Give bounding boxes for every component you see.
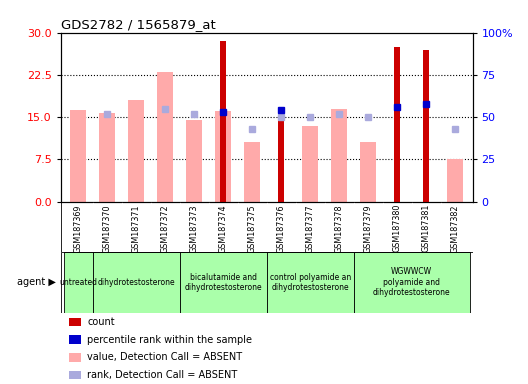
Bar (63, 252, 92, 313)
Text: GSM187369: GSM187369 (73, 204, 82, 253)
Text: percentile rank within the sample: percentile rank within the sample (88, 334, 252, 344)
Text: GSM187375: GSM187375 (248, 204, 257, 253)
Text: GSM187377: GSM187377 (306, 204, 315, 253)
Bar (69, 318, 81, 326)
Text: GSM187374: GSM187374 (219, 204, 228, 253)
Bar (267, 252, 354, 313)
Bar (70, 110, 86, 202)
Bar (394, 47, 400, 202)
Bar (302, 126, 318, 202)
Bar (244, 142, 260, 202)
Bar (69, 353, 81, 362)
Bar (354, 252, 470, 313)
Bar (180, 252, 267, 313)
Text: untreated: untreated (59, 278, 97, 287)
Text: bicalutamide and
dihydrotestosterone: bicalutamide and dihydrotestosterone (184, 273, 262, 292)
Text: WGWWCW
polyamide and
dihydrotestosterone: WGWWCW polyamide and dihydrotestosterone (373, 267, 450, 297)
Text: GSM187379: GSM187379 (364, 204, 373, 253)
Bar (99, 113, 115, 202)
Bar (278, 117, 285, 202)
Text: GSM187378: GSM187378 (335, 204, 344, 253)
Text: GSM187376: GSM187376 (277, 204, 286, 253)
Text: GSM187371: GSM187371 (131, 204, 140, 253)
Text: GSM187380: GSM187380 (393, 204, 402, 252)
Text: rank, Detection Call = ABSENT: rank, Detection Call = ABSENT (88, 370, 238, 380)
Bar (220, 41, 227, 202)
Bar (215, 111, 231, 202)
Text: dihydrotestosterone: dihydrotestosterone (97, 278, 175, 287)
Text: control polyamide an
dihydrotestosterone: control polyamide an dihydrotestosterone (269, 273, 351, 292)
Text: GSM187372: GSM187372 (161, 204, 169, 253)
Text: value, Detection Call = ABSENT: value, Detection Call = ABSENT (88, 353, 242, 362)
Text: count: count (88, 317, 115, 327)
Bar (360, 142, 376, 202)
Text: GDS2782 / 1565879_at: GDS2782 / 1565879_at (61, 18, 215, 31)
Bar (128, 100, 144, 202)
Text: GSM187370: GSM187370 (102, 204, 111, 253)
Bar (423, 50, 429, 202)
Bar (157, 72, 173, 202)
Bar (447, 159, 463, 202)
Bar (69, 335, 81, 344)
Bar (186, 120, 202, 202)
Text: GSM187381: GSM187381 (422, 204, 431, 252)
Bar (92, 252, 180, 313)
Text: GSM187382: GSM187382 (451, 204, 460, 253)
Text: GSM187373: GSM187373 (190, 204, 199, 253)
Text: agent ▶: agent ▶ (16, 277, 55, 287)
Bar (69, 371, 81, 379)
Bar (331, 109, 347, 202)
